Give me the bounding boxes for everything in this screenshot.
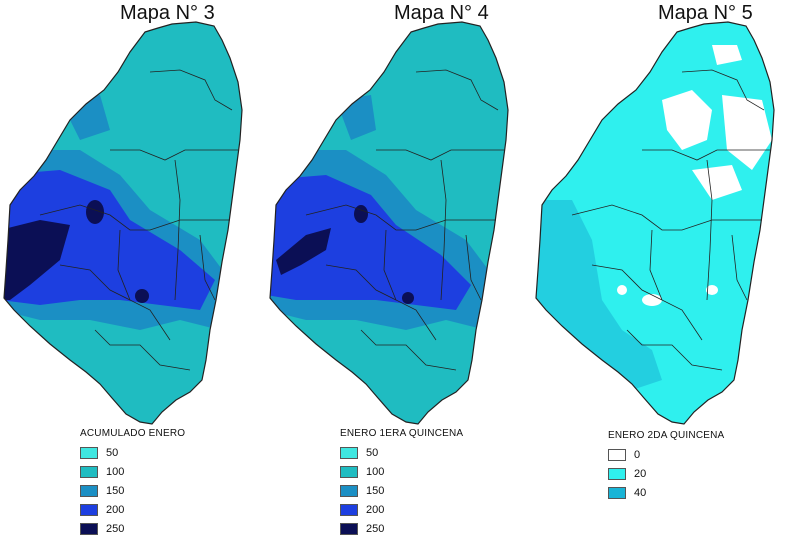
zone-250-spot-b — [135, 289, 149, 303]
zone-200 — [4, 170, 215, 310]
legend-swatch — [340, 484, 358, 497]
legend-title: ENERO 2DA QUINCENA — [608, 430, 725, 441]
province-map-5 — [535, 21, 775, 425]
legend-label: 20 — [634, 467, 647, 480]
legend-item: 0 — [608, 445, 724, 464]
legend: ACUMULADO ENERO 50 100 150 200 250 — [80, 428, 185, 538]
zone-0-b — [722, 95, 772, 170]
zone-0-c — [692, 165, 742, 200]
legend-item: 250 — [80, 519, 185, 538]
map-panel-5: Mapa N° 5 ENERO 2DA QUINCENA 0 20 40 — [532, 0, 800, 536]
map-title: Mapa N° 4 — [394, 2, 489, 24]
map-title: Mapa N° 5 — [658, 2, 753, 24]
legend-item: 40 — [608, 483, 724, 502]
legend-item: 100 — [340, 462, 463, 481]
map-title: Mapa N° 3 — [120, 2, 215, 24]
zone-0-d — [712, 45, 742, 65]
zone-0-e — [642, 294, 662, 306]
zone-250-west — [276, 228, 331, 275]
legend-item: 100 — [80, 462, 185, 481]
legend-swatch — [608, 467, 626, 480]
zone-40 — [536, 200, 662, 390]
legend-label: 200 — [106, 503, 125, 516]
legend-swatch — [340, 503, 358, 516]
legend-title: ACUMULADO ENERO — [80, 428, 186, 439]
legend-label: 200 — [366, 503, 385, 516]
legend-swatch — [608, 486, 626, 499]
legend-label: 100 — [106, 465, 125, 478]
legend-swatch — [340, 465, 358, 478]
legend-swatch — [80, 522, 98, 535]
map-panel-4: Mapa N° 4 ENERO 1ERA QUINCENA 50 100 150… — [266, 0, 534, 536]
legend-swatch — [608, 448, 626, 461]
legend-label: 250 — [366, 522, 385, 535]
legend-title: ENERO 1ERA QUINCENA — [340, 428, 464, 439]
legend-label: 250 — [106, 522, 125, 535]
legend-label: 150 — [106, 484, 125, 497]
legend-label: 0 — [634, 448, 641, 461]
zone-200 — [270, 175, 471, 310]
zone-250-spot-a — [354, 205, 368, 223]
zone-0-f — [706, 285, 718, 295]
legend-item: 20 — [608, 464, 724, 483]
legend-swatch — [340, 446, 358, 459]
legend-label: 100 — [366, 465, 385, 478]
legend-item: 50 — [340, 443, 463, 462]
legend-item: 150 — [80, 481, 185, 500]
zone-0-a — [662, 90, 712, 150]
legend-label: 50 — [106, 446, 119, 459]
legend-item: 200 — [340, 500, 463, 519]
legend-swatch — [80, 503, 98, 516]
legend-label: 150 — [366, 484, 385, 497]
map-panel-3: Mapa N° 3 ACUMULADO ENERO 50 100 150 200… — [0, 0, 268, 536]
zone-0-g — [617, 285, 627, 295]
province-map-3 — [3, 21, 243, 425]
legend-item: 200 — [80, 500, 185, 519]
legend-label: 40 — [634, 486, 647, 499]
legend-item: 250 — [340, 519, 463, 538]
legend-item: 150 — [340, 481, 463, 500]
legend: ENERO 1ERA QUINCENA 50 100 150 200 250 — [340, 428, 463, 538]
legend-swatch — [80, 446, 98, 459]
legend-item: 50 — [80, 443, 185, 462]
legend-swatch — [80, 465, 98, 478]
zone-250-spot-a — [86, 200, 104, 224]
province-map-4 — [269, 21, 509, 425]
legend-swatch — [80, 484, 98, 497]
zone-250-spot-b — [402, 292, 414, 304]
legend: ENERO 2DA QUINCENA 0 20 40 — [608, 430, 724, 502]
legend-swatch — [340, 522, 358, 535]
legend-label: 50 — [366, 446, 379, 459]
zone-250-west — [4, 220, 70, 300]
